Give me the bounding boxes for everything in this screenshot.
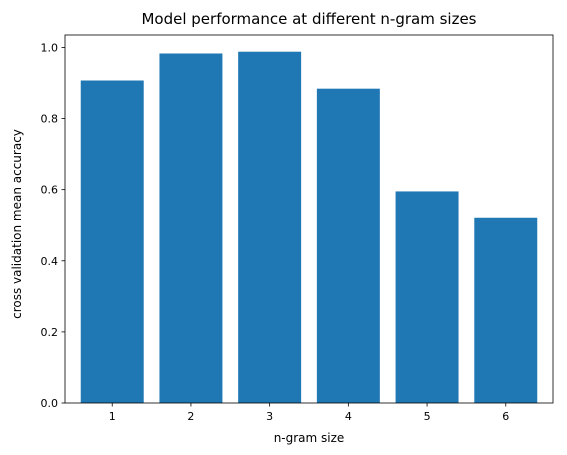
x-tick-label: 6	[502, 410, 509, 423]
bar-5	[395, 191, 459, 403]
x-tick-label: 4	[345, 410, 352, 423]
bar-6	[474, 217, 538, 403]
bar-3	[238, 51, 302, 404]
x-tick-label: 5	[424, 410, 431, 423]
x-tick-label: 2	[187, 410, 194, 423]
bar-1	[80, 80, 144, 403]
y-axis-ticks: 0.0 0.2 0.4 0.6 0.8 1.0	[41, 41, 65, 410]
plot-frame	[64, 34, 554, 404]
axes-group	[64, 34, 554, 404]
bars-group	[80, 51, 538, 404]
y-tick-label: 0.0	[41, 397, 59, 410]
x-axis-label: n-gram size	[274, 431, 345, 445]
x-tick-label: 3	[266, 410, 273, 423]
y-tick-label: 0.4	[41, 255, 59, 268]
y-tick-label: 1.0	[41, 41, 59, 54]
x-axis-ticks: 1 2 3 4 5 6	[109, 403, 509, 423]
y-axis-label: cross validation mean accuracy	[10, 129, 24, 319]
bar-4	[316, 88, 380, 403]
y-tick-label: 0.8	[41, 113, 59, 126]
y-tick-label: 0.6	[41, 184, 59, 197]
chart-title: Model performance at different n-gram si…	[141, 10, 476, 28]
x-tick-label: 1	[109, 410, 116, 423]
bar-2	[159, 53, 223, 404]
y-tick-label: 0.2	[41, 326, 59, 339]
